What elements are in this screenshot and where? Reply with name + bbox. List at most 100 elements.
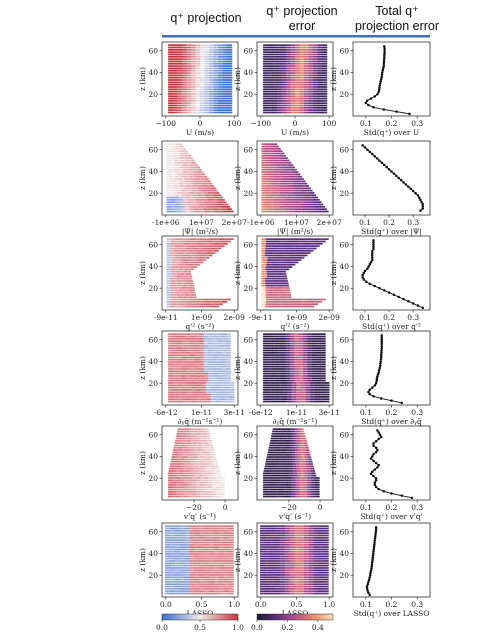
- heat-streak: [304, 90, 309, 93]
- heat-streak: [281, 65, 287, 67]
- heat-streak: [263, 289, 266, 292]
- y-tick-label: 40: [148, 357, 158, 366]
- heat-streak: [295, 102, 300, 105]
- heat-streak: [279, 268, 282, 271]
- heat-streak: [187, 451, 191, 454]
- profile-point: [392, 172, 396, 175]
- heat-streak: [208, 182, 213, 185]
- heat-streak: [306, 206, 312, 208]
- heat-streak: [310, 467, 315, 470]
- heat-streak: [300, 470, 305, 472]
- heat-streak: [189, 578, 195, 581]
- heat-streak: [182, 287, 185, 289]
- heat-streak: [208, 479, 213, 482]
- heat-streak: [209, 238, 215, 241]
- heat-streak: [298, 372, 304, 375]
- heat-streak: [172, 289, 175, 292]
- heat-streak: [182, 164, 185, 166]
- heat-streak: [169, 564, 176, 567]
- heat-streak: [221, 298, 227, 301]
- y-tick-label: 60: [243, 335, 253, 344]
- heat-streak: [212, 358, 218, 361]
- heat-streak: [263, 81, 268, 84]
- heat-streak: [317, 81, 323, 84]
- heat-streak: [281, 474, 287, 477]
- heat-streak: [273, 147, 276, 150]
- heat-streak: [196, 495, 201, 498]
- heat-streak: [297, 189, 302, 192]
- heat-streak: [227, 107, 233, 109]
- heat-streak: [165, 574, 171, 576]
- profile-point: [417, 196, 421, 199]
- heat-streak: [177, 460, 181, 463]
- heat-streak: [209, 567, 215, 569]
- heat-streak: [195, 102, 201, 105]
- heat-streak: [271, 467, 276, 470]
- heat-streak: [278, 154, 281, 157]
- heat-streak: [184, 495, 189, 498]
- heat-streak: [274, 266, 278, 268]
- heat-streak: [322, 60, 328, 63]
- heat-streak: [288, 168, 292, 171]
- heat-streak: [264, 256, 268, 259]
- heat-streak: [286, 291, 289, 294]
- heat-streak: [184, 298, 190, 301]
- heat-streak: [192, 263, 196, 266]
- heat-streak: [273, 194, 278, 197]
- heat-streak: [172, 384, 178, 387]
- heat-streak: [290, 62, 296, 65]
- heat-streak: [307, 365, 313, 368]
- heat-streak: [272, 55, 278, 58]
- heat-streak: [205, 470, 210, 472]
- profile-point: [365, 99, 369, 103]
- heat-streak: [264, 465, 269, 468]
- heat-streak: [179, 242, 185, 245]
- heat-streak: [271, 294, 275, 296]
- heat-streak: [272, 430, 275, 433]
- heat-streak: [281, 44, 287, 47]
- heat-streak: [299, 465, 304, 468]
- heat-streak: [290, 104, 296, 107]
- heat-streak: [208, 335, 213, 338]
- heat-streak: [169, 588, 176, 590]
- heat-streak: [174, 143, 176, 146]
- heat-streak: [172, 491, 177, 493]
- heat-streak: [182, 396, 188, 398]
- heat-streak: [270, 472, 275, 475]
- heat-streak: [296, 396, 302, 398]
- heat-streak: [168, 287, 171, 289]
- heat-streak: [263, 46, 268, 49]
- heat-streak: [276, 375, 282, 377]
- heat-streak: [292, 472, 297, 475]
- heat-streak: [316, 370, 322, 373]
- heat-streak: [322, 76, 328, 79]
- heat-streak: [222, 86, 228, 88]
- heat-streak: [196, 201, 201, 204]
- heat-streak: [283, 159, 286, 162]
- heat-streak: [200, 107, 205, 109]
- heat-streak: [272, 72, 278, 74]
- heat-streak: [186, 182, 190, 185]
- heat-streak: [177, 275, 180, 278]
- heat-streak: [217, 335, 222, 338]
- heat-streak: [267, 384, 273, 387]
- heat-streak: [186, 474, 192, 477]
- heat-streak: [186, 386, 192, 389]
- heat-streak: [225, 206, 231, 208]
- heat-streak: [275, 458, 280, 461]
- heat-streak: [285, 358, 291, 361]
- heat-streak: [189, 206, 194, 208]
- heat-streak: [184, 430, 187, 433]
- heat-streak: [276, 449, 281, 451]
- heat-streak: [276, 58, 282, 60]
- heat-streak: [218, 83, 224, 86]
- heat-streak: [280, 294, 283, 296]
- heat-streak: [223, 242, 228, 245]
- heat-streak: [195, 432, 199, 435]
- heat-streak: [180, 238, 186, 241]
- heat-streak: [318, 203, 324, 206]
- heat-streak: [272, 81, 278, 84]
- heat-streak: [306, 245, 312, 247]
- heat-streak: [303, 379, 308, 382]
- heat-streak: [185, 180, 189, 183]
